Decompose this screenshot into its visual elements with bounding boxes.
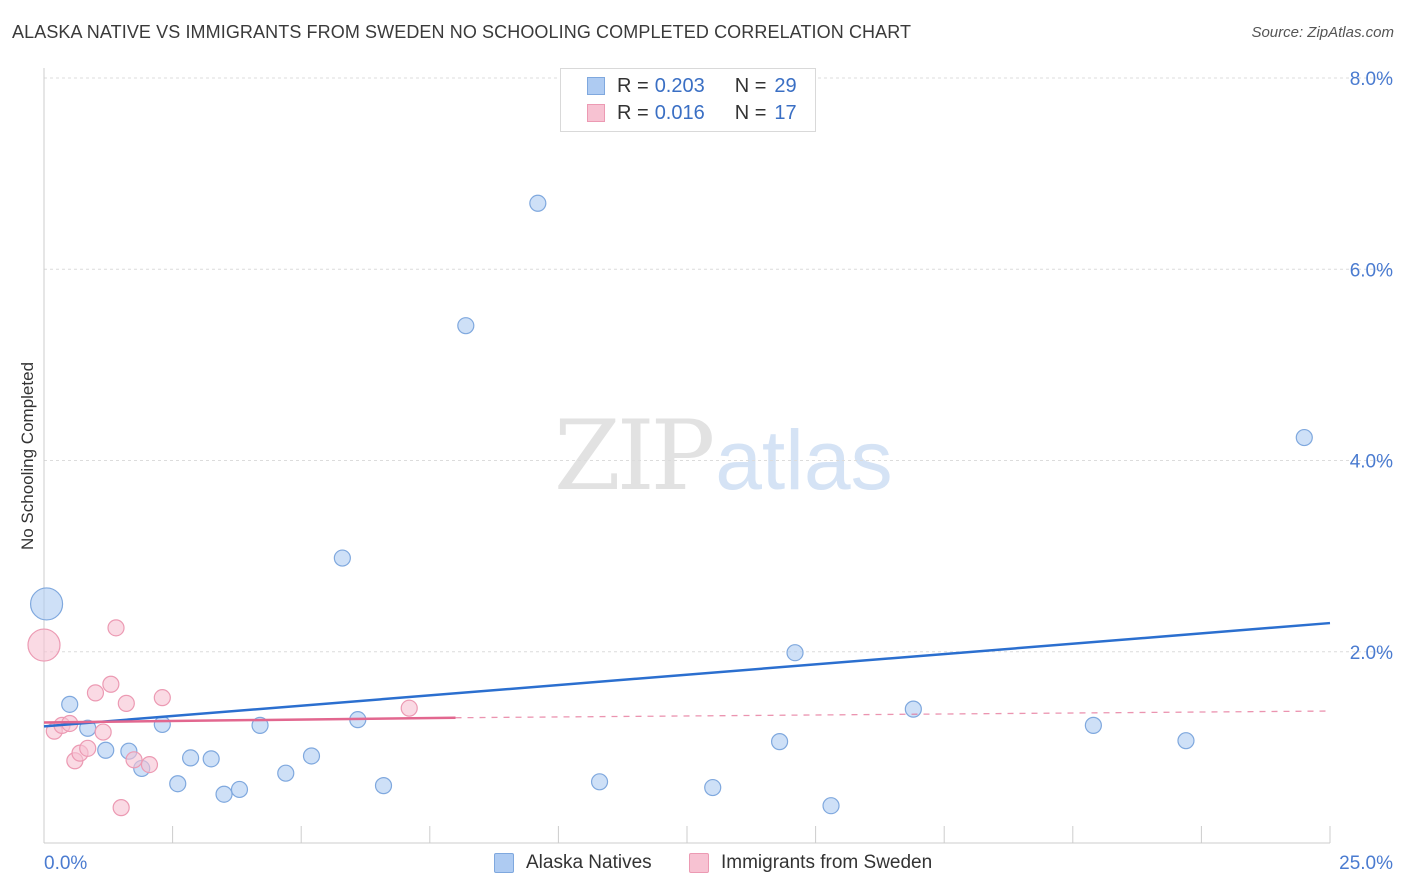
- r-value: 0.203: [654, 74, 705, 97]
- r-value: 0.016: [654, 101, 705, 124]
- legend-label-alaska-natives: Alaska Natives: [526, 852, 652, 873]
- y-tick-label: 2.0%: [1350, 643, 1393, 664]
- r-label: R =: [617, 101, 649, 124]
- alaska-native-point: [302, 747, 321, 765]
- legend-swatch-immigrants-sweden: [587, 104, 605, 122]
- sweden-immigrant-point: [140, 755, 159, 774]
- sweden-immigrant-point: [27, 628, 61, 662]
- n-label: N =: [734, 101, 767, 124]
- legend-swatch-alaska-natives: [494, 853, 514, 873]
- series-legend: Alaska Natives Immigrants from Sweden: [0, 852, 1406, 878]
- x-tick-label: 25.0%: [1339, 853, 1393, 874]
- alaska-native-point: [277, 764, 295, 782]
- alaska-native-point: [786, 644, 804, 662]
- legend-swatch-immigrants-sweden: [689, 853, 709, 873]
- sweden-immigrant-point: [79, 739, 97, 757]
- alaska-native-point: [1177, 732, 1195, 750]
- alaska-native-point: [1084, 716, 1102, 734]
- n-label: N =: [734, 74, 767, 97]
- alaska-native-point: [1295, 428, 1313, 447]
- alaska-native-point: [182, 749, 200, 767]
- legend-item-alaska-natives: Alaska Natives: [494, 852, 652, 874]
- source-label: Source: ZipAtlas.com: [1251, 24, 1394, 41]
- alaska-native-point: [202, 750, 220, 768]
- alaska-native-point: [457, 317, 475, 335]
- alaska-native-point: [230, 780, 249, 799]
- alaska-native-point: [590, 773, 609, 791]
- alaska-native-point: [251, 716, 269, 734]
- correlation-legend: R = 0.203 N = 29 R = 0.016 N = 17: [560, 68, 816, 132]
- legend-label-immigrants-sweden: Immigrants from Sweden: [721, 852, 933, 873]
- sweden-immigrant-trendline-extension: [455, 710, 1331, 719]
- legend-item-immigrants-sweden: Immigrants from Sweden: [689, 852, 932, 874]
- y-tick-label: 4.0%: [1350, 452, 1393, 473]
- y-tick-label: 6.0%: [1350, 260, 1393, 281]
- alaska-native-point: [822, 797, 840, 815]
- sweden-immigrant-point: [125, 751, 143, 769]
- sweden-immigrant-point: [107, 619, 125, 637]
- watermark: ZIPatlas: [554, 400, 893, 512]
- sweden-immigrant-point: [400, 699, 418, 717]
- sweden-immigrant-point: [102, 675, 120, 693]
- sweden-immigrant-point: [94, 723, 112, 741]
- sweden-immigrant-point: [153, 689, 171, 707]
- sweden-immigrant-point: [117, 694, 135, 712]
- alaska-native-point: [97, 741, 115, 759]
- alaska-native-point: [904, 700, 922, 718]
- sweden-immigrant-trendline: [43, 716, 456, 724]
- alaska-native-point: [333, 549, 351, 567]
- alaska-native-trendline: [43, 621, 1331, 728]
- alaska-native-point: [169, 775, 187, 793]
- alaska-native-point: [61, 695, 79, 713]
- alaska-native-point: [770, 733, 789, 751]
- alaska-native-point: [704, 778, 722, 797]
- sweden-immigrant-point: [86, 684, 105, 702]
- legend-swatch-alaska-natives: [587, 77, 605, 95]
- x-tick-label: 0.0%: [44, 853, 87, 874]
- alaska-native-point: [529, 194, 547, 212]
- alaska-native-point: [215, 785, 233, 803]
- alaska-native-point: [153, 715, 171, 734]
- watermark-zip: ZIP: [554, 400, 715, 512]
- alaska-native-point: [374, 777, 393, 795]
- r-label: R =: [617, 74, 649, 97]
- n-value: 29: [774, 74, 797, 97]
- alaska-native-point: [29, 587, 64, 621]
- chart-title: ALASKA NATIVE VS IMMIGRANTS FROM SWEDEN …: [12, 22, 912, 42]
- y-tick-label: 8.0%: [1350, 69, 1393, 90]
- watermark-atlas: atlas: [715, 413, 893, 507]
- legend-row-alaska-natives: R = 0.203 N = 29: [587, 75, 797, 97]
- sweden-immigrant-point: [112, 799, 130, 817]
- legend-row-immigrants-sweden: R = 0.016 N = 17: [587, 102, 797, 124]
- n-value: 17: [774, 101, 797, 124]
